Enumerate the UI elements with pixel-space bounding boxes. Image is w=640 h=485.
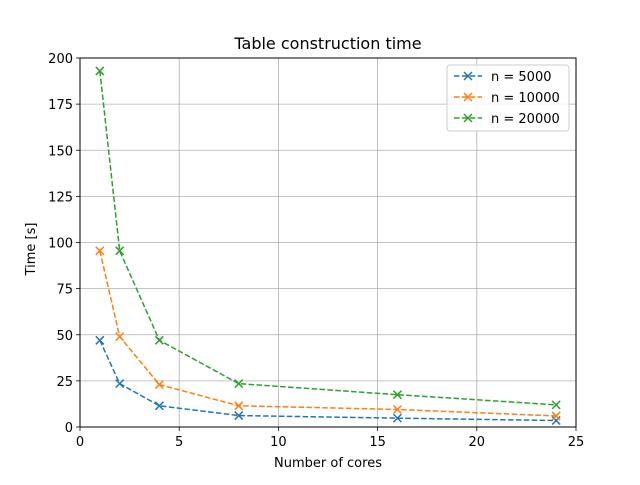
series-line <box>99 339 557 422</box>
series-2 <box>95 246 561 421</box>
legend-box <box>446 64 570 132</box>
data-point-marker <box>392 404 402 415</box>
y-tick-label: 125 <box>48 190 73 205</box>
data-point-marker <box>95 246 105 256</box>
y-tick-label: 175 <box>48 98 73 113</box>
data-point-marker <box>551 411 561 421</box>
legend-marker <box>463 71 473 81</box>
x-tick-label: 25 <box>568 435 585 450</box>
data-point-marker <box>551 400 561 410</box>
chart-title: Table construction time <box>233 34 421 53</box>
legend-marker <box>463 92 473 102</box>
y-tick-label: 150 <box>48 144 73 159</box>
data-point-marker <box>234 411 244 421</box>
data-point-marker <box>95 335 105 345</box>
legend-entry: n = 20000 <box>454 112 560 127</box>
x-tick-label: 20 <box>469 435 486 450</box>
data-point-marker <box>95 66 105 76</box>
y-tick-label: 25 <box>56 375 73 390</box>
x-tick-label: 10 <box>270 435 287 450</box>
series-line <box>99 250 557 417</box>
data-point-marker <box>234 401 244 411</box>
legend-entry: n = 10000 <box>454 91 560 106</box>
y-tick-label: 50 <box>56 329 73 344</box>
y-tick-label: 0 <box>65 421 73 436</box>
data-point-marker <box>392 390 402 400</box>
legend-label: n = 20000 <box>491 112 560 127</box>
legend-label: n = 5000 <box>491 70 551 85</box>
series-layer <box>95 66 561 426</box>
legend-entry: n = 5000 <box>454 70 551 85</box>
x-axis-label: Number of cores <box>274 456 382 471</box>
y-tick-label: 200 <box>48 52 73 67</box>
x-tick-label: 5 <box>175 435 183 450</box>
series-3 <box>95 66 561 410</box>
data-point-marker <box>392 413 402 423</box>
y-tick-label: 100 <box>48 237 73 252</box>
legend-label: n = 10000 <box>491 91 560 106</box>
data-point-marker <box>234 379 244 389</box>
x-tick-label: 0 <box>76 435 84 450</box>
legend-marker <box>463 113 473 123</box>
legend: n = 5000 n = 10000 n = 20000 <box>446 64 570 132</box>
data-point-marker <box>115 246 125 256</box>
axis-ticks: 0 5 10 15 20 25 0 25 50 75 100 125 150 175 200 <box>48 52 584 450</box>
x-tick-label: 15 <box>369 435 386 450</box>
y-axis-label: Time [s] <box>24 223 39 277</box>
data-point-marker <box>154 401 164 411</box>
data-point-marker <box>154 380 164 390</box>
y-tick-label: 75 <box>56 283 73 298</box>
data-point-marker <box>115 379 125 389</box>
data-point-marker <box>115 332 125 342</box>
data-point-marker <box>154 335 164 345</box>
series-line <box>99 70 557 406</box>
